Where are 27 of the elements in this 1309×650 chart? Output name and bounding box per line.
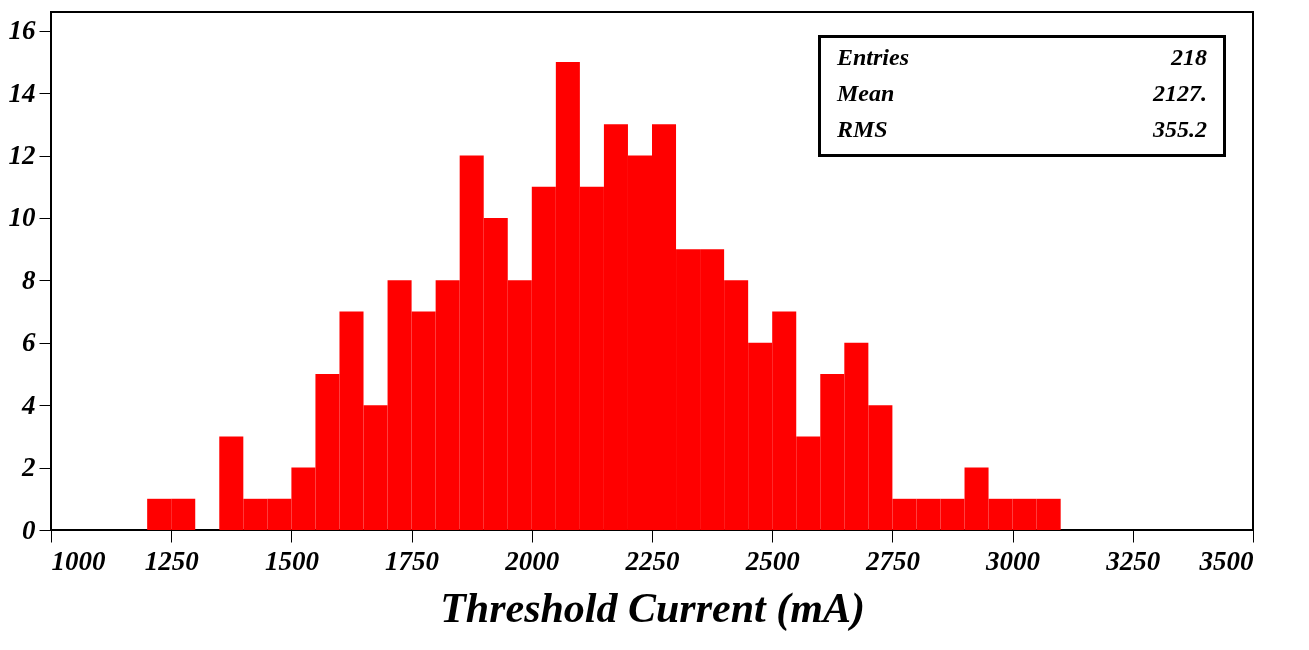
- x-tick-label: 1250: [144, 545, 200, 576]
- y-tick-label: 16: [8, 15, 36, 46]
- x-tick-label: 2000: [504, 545, 560, 576]
- annotation: Entries: [837, 44, 911, 72]
- x-tick-label: 1750: [385, 545, 440, 576]
- x-tick-label: 1500: [264, 545, 320, 576]
- x-tick-label: 2750: [864, 545, 921, 576]
- x-tick-label: 3000: [985, 545, 1041, 576]
- annotation: 355.2: [1152, 116, 1207, 144]
- y-tick-label: 14: [8, 77, 36, 108]
- x-tick-label: 2250: [624, 545, 680, 576]
- y-tick-label: 6: [22, 327, 36, 358]
- x-tick-label: 1000: [51, 545, 106, 576]
- x-tick-label: 2500: [744, 545, 801, 576]
- x-tick-label: 3250: [1105, 545, 1161, 576]
- annotation: 218: [1169, 44, 1207, 72]
- y-tick-label: 12: [8, 140, 36, 171]
- y-tick-label: 0: [22, 514, 36, 545]
- annotation: Mean: [837, 80, 896, 108]
- y-tick-label: 10: [8, 202, 36, 233]
- annotation: RMS: [837, 116, 889, 144]
- y-tick-label: 4: [21, 389, 36, 420]
- y-tick-label: 2: [21, 452, 36, 483]
- x-axis-title: Threshold Current (mA): [440, 584, 865, 632]
- annotation: 2127.: [1151, 80, 1207, 108]
- x-tick-label: 3500: [1198, 545, 1254, 576]
- y-tick-label: 8: [22, 264, 36, 295]
